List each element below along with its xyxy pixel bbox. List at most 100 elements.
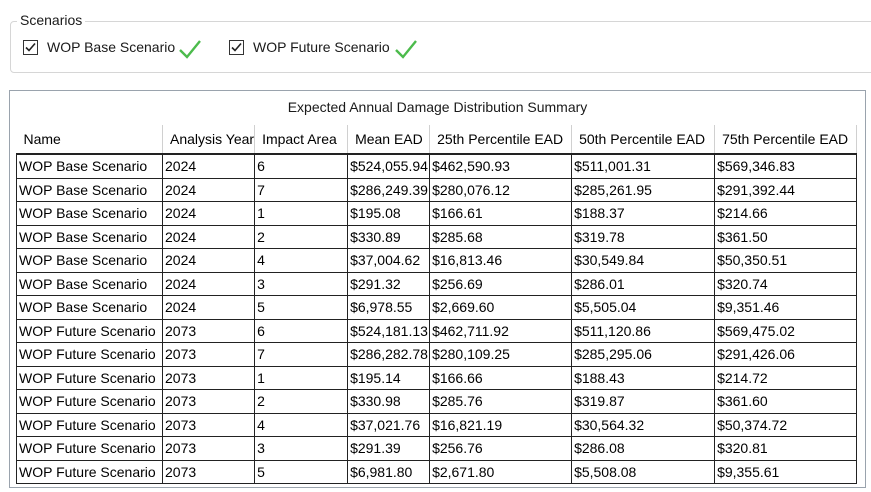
cell-75th-percentile[interactable]: $320.74	[714, 271, 858, 296]
cell-25th-percentile[interactable]: $16,813.46	[429, 248, 573, 273]
column-header-analysis-year[interactable]: Analysis Year	[162, 125, 256, 155]
table-row[interactable]: WOP Base Scenario 2024 3 $291.32 $256.69 $286…	[16, 271, 858, 296]
column-header-25th-percentile[interactable]: 25th Percentile EAD	[429, 125, 573, 155]
cell-impact-area[interactable]: 2	[254, 389, 349, 414]
cell-impact-area[interactable]: 3	[254, 271, 349, 296]
table-row[interactable]: WOP Base Scenario 2024 7 $286,249.39 $280,07…	[16, 177, 858, 202]
cell-name[interactable]: WOP Base Scenario	[16, 153, 163, 179]
cell-name[interactable]: WOP Future Scenario	[16, 342, 163, 367]
cell-mean-ead[interactable]: $6,978.55	[347, 295, 431, 320]
cell-mean-ead[interactable]: $291.32	[347, 271, 431, 296]
cell-analysis-year[interactable]: 2073	[161, 342, 256, 367]
column-header-50th-percentile[interactable]: 50th Percentile EAD	[571, 125, 716, 155]
cell-name[interactable]: WOP Base Scenario	[16, 248, 163, 273]
cell-name[interactable]: WOP Future Scenario	[16, 412, 163, 437]
cell-mean-ead[interactable]: $37,021.76	[347, 412, 431, 437]
cell-name[interactable]: WOP Future Scenario	[16, 436, 163, 461]
cell-50th-percentile[interactable]: $5,508.08	[571, 459, 716, 484]
table-row[interactable]: WOP Future Scenario 2073 3 $291.39 $256.76 $2…	[16, 436, 858, 461]
cell-analysis-year[interactable]: 2073	[161, 318, 256, 343]
cell-50th-percentile[interactable]: $511,120.86	[571, 318, 716, 343]
cell-50th-percentile[interactable]: $319.87	[571, 389, 716, 414]
cell-75th-percentile[interactable]: $214.72	[714, 365, 858, 390]
cell-50th-percentile[interactable]: $319.78	[571, 224, 716, 249]
cell-name[interactable]: WOP Base Scenario	[16, 201, 163, 226]
cell-impact-area[interactable]: 5	[254, 295, 349, 320]
cell-75th-percentile[interactable]: $50,374.72	[714, 412, 858, 437]
cell-mean-ead[interactable]: $524,055.94	[347, 153, 431, 179]
cell-name[interactable]: WOP Future Scenario	[16, 318, 163, 343]
cell-50th-percentile[interactable]: $5,505.04	[571, 295, 716, 320]
cell-analysis-year[interactable]: 2024	[161, 224, 256, 249]
table-row[interactable]: WOP Future Scenario 2073 4 $37,021.76 $16,82…	[16, 412, 858, 437]
column-header-impact-area[interactable]: Impact Area	[254, 125, 349, 155]
cell-75th-percentile[interactable]: $9,351.46	[714, 295, 858, 320]
cell-mean-ead[interactable]: $195.14	[347, 365, 431, 390]
cell-name[interactable]: WOP Future Scenario	[16, 459, 163, 484]
checkbox-box[interactable]	[23, 39, 38, 55]
cell-impact-area[interactable]: 7	[254, 342, 349, 367]
cell-impact-area[interactable]: 4	[254, 412, 349, 437]
cell-analysis-year[interactable]: 2024	[161, 201, 256, 226]
column-header-75th-percentile[interactable]: 75th Percentile EAD	[714, 125, 858, 155]
table-row[interactable]: WOP Future Scenario 2073 1 $195.14 $166.66 $1…	[16, 365, 858, 390]
cell-impact-area[interactable]: 6	[254, 153, 349, 179]
column-header-name[interactable]: Name	[16, 125, 163, 155]
cell-mean-ead[interactable]: $524,181.13	[347, 318, 431, 343]
cell-analysis-year[interactable]: 2024	[161, 271, 256, 296]
wop-future-scenario-checkbox[interactable]: WOP Future Scenario	[229, 37, 390, 57]
cell-75th-percentile[interactable]: $569,346.83	[714, 153, 858, 179]
cell-impact-area[interactable]: 2	[254, 224, 349, 249]
cell-75th-percentile[interactable]: $569,475.02	[714, 318, 858, 343]
cell-impact-area[interactable]: 3	[254, 436, 349, 461]
cell-50th-percentile[interactable]: $188.43	[571, 365, 716, 390]
cell-mean-ead[interactable]: $330.89	[347, 224, 431, 249]
cell-analysis-year[interactable]: 2024	[161, 153, 256, 179]
cell-mean-ead[interactable]: $330.98	[347, 389, 431, 414]
table-row[interactable]: WOP Future Scenario 2073 2 $330.98 $285.76 $3…	[16, 389, 858, 414]
cell-25th-percentile[interactable]: $166.61	[429, 201, 573, 226]
table-row[interactable]: WOP Future Scenario 2073 6 $524,181.13 $462,…	[16, 318, 858, 343]
cell-impact-area[interactable]: 7	[254, 177, 349, 202]
cell-50th-percentile[interactable]: $30,564.32	[571, 412, 716, 437]
cell-analysis-year[interactable]: 2073	[161, 459, 256, 484]
cell-50th-percentile[interactable]: $286.08	[571, 436, 716, 461]
cell-impact-area[interactable]: 5	[254, 459, 349, 484]
cell-75th-percentile[interactable]: $361.60	[714, 389, 858, 414]
cell-50th-percentile[interactable]: $511,001.31	[571, 153, 716, 179]
cell-mean-ead[interactable]: $37,004.62	[347, 248, 431, 273]
table-row[interactable]: WOP Base Scenario 2024 2 $330.89 $285.68 $319…	[16, 224, 858, 249]
table-row[interactable]: WOP Base Scenario 2024 5 $6,978.55 $2,669.60…	[16, 295, 858, 320]
table-row[interactable]: WOP Base Scenario 2024 6 $524,055.94 $462,59…	[16, 153, 858, 179]
cell-name[interactable]: WOP Future Scenario	[16, 365, 163, 390]
column-header-mean-ead[interactable]: Mean EAD	[347, 125, 431, 155]
table-row[interactable]: WOP Future Scenario 2073 7 $286,282.78 $280,…	[16, 342, 858, 367]
cell-impact-area[interactable]: 4	[254, 248, 349, 273]
cell-75th-percentile[interactable]: $361.50	[714, 224, 858, 249]
cell-analysis-year[interactable]: 2073	[161, 412, 256, 437]
cell-25th-percentile[interactable]: $166.66	[429, 365, 573, 390]
cell-50th-percentile[interactable]: $285,295.06	[571, 342, 716, 367]
cell-50th-percentile[interactable]: $30,549.84	[571, 248, 716, 273]
cell-name[interactable]: WOP Base Scenario	[16, 271, 163, 296]
cell-mean-ead[interactable]: $291.39	[347, 436, 431, 461]
cell-analysis-year[interactable]: 2073	[161, 389, 256, 414]
cell-impact-area[interactable]: 6	[254, 318, 349, 343]
cell-25th-percentile[interactable]: $2,671.80	[429, 459, 573, 484]
cell-analysis-year[interactable]: 2073	[161, 365, 256, 390]
cell-75th-percentile[interactable]: $50,350.51	[714, 248, 858, 273]
cell-25th-percentile[interactable]: $280,076.12	[429, 177, 573, 202]
cell-mean-ead[interactable]: $6,981.80	[347, 459, 431, 484]
cell-50th-percentile[interactable]: $285,261.95	[571, 177, 716, 202]
cell-analysis-year[interactable]: 2024	[161, 177, 256, 202]
cell-50th-percentile[interactable]: $188.37	[571, 201, 716, 226]
table-row[interactable]: WOP Future Scenario 2073 5 $6,981.80 $2,671.…	[16, 459, 858, 484]
cell-25th-percentile[interactable]: $2,669.60	[429, 295, 573, 320]
checkbox-box[interactable]	[229, 39, 244, 55]
cell-name[interactable]: WOP Base Scenario	[16, 295, 163, 320]
cell-mean-ead[interactable]: $195.08	[347, 201, 431, 226]
cell-impact-area[interactable]: 1	[254, 365, 349, 390]
cell-50th-percentile[interactable]: $286.01	[571, 271, 716, 296]
cell-75th-percentile[interactable]: $320.81	[714, 436, 858, 461]
cell-25th-percentile[interactable]: $462,711.92	[429, 318, 573, 343]
